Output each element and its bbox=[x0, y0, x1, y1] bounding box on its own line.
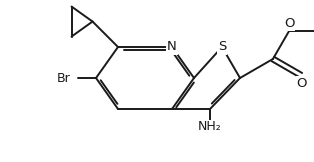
Text: S: S bbox=[218, 40, 226, 53]
Text: O: O bbox=[284, 17, 294, 30]
Text: Br: Br bbox=[56, 71, 70, 85]
Text: N: N bbox=[167, 40, 177, 53]
Text: NH₂: NH₂ bbox=[198, 121, 222, 133]
Text: O: O bbox=[297, 77, 307, 90]
